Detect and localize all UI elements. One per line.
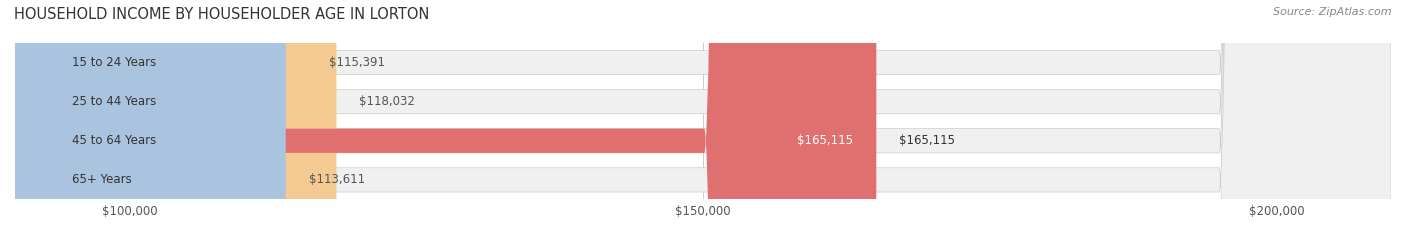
Text: 25 to 44 Years: 25 to 44 Years <box>72 95 156 108</box>
Text: 45 to 64 Years: 45 to 64 Years <box>72 134 156 147</box>
FancyBboxPatch shape <box>15 0 307 233</box>
Text: HOUSEHOLD INCOME BY HOUSEHOLDER AGE IN LORTON: HOUSEHOLD INCOME BY HOUSEHOLDER AGE IN L… <box>14 7 429 22</box>
Text: $165,115: $165,115 <box>900 134 955 147</box>
Text: Source: ZipAtlas.com: Source: ZipAtlas.com <box>1274 7 1392 17</box>
FancyBboxPatch shape <box>15 0 1391 233</box>
Text: $118,032: $118,032 <box>360 95 415 108</box>
FancyBboxPatch shape <box>15 0 1391 233</box>
Text: 15 to 24 Years: 15 to 24 Years <box>72 56 156 69</box>
FancyBboxPatch shape <box>15 0 285 233</box>
FancyBboxPatch shape <box>15 0 876 233</box>
Text: 65+ Years: 65+ Years <box>72 173 132 186</box>
Text: $115,391: $115,391 <box>329 56 385 69</box>
FancyBboxPatch shape <box>15 0 336 233</box>
FancyBboxPatch shape <box>15 0 1391 233</box>
Text: $165,115: $165,115 <box>797 134 853 147</box>
FancyBboxPatch shape <box>15 0 1391 233</box>
Text: $113,611: $113,611 <box>309 173 364 186</box>
